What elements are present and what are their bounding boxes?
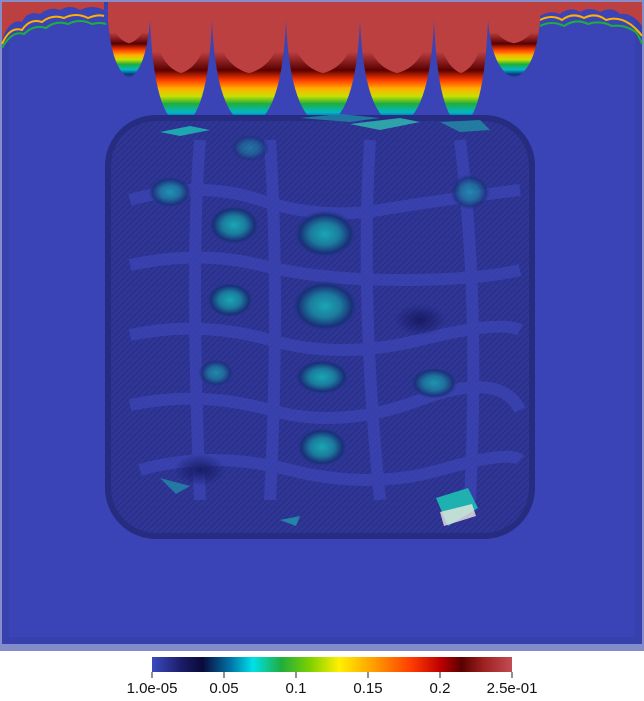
boundary-lobe-core bbox=[437, 2, 485, 74]
blob bbox=[293, 210, 357, 258]
blob bbox=[450, 174, 490, 210]
mesh-artifacts bbox=[160, 114, 490, 526]
blob bbox=[174, 454, 226, 486]
colorbar-ticks bbox=[151, 672, 513, 678]
blob bbox=[410, 367, 458, 399]
blob bbox=[230, 134, 270, 162]
blob bbox=[296, 427, 348, 467]
top-boundary-band bbox=[1, 2, 643, 49]
boundary-lobe-core bbox=[491, 2, 537, 44]
boundary-lobe-core bbox=[215, 2, 283, 74]
boundary-lobe-core bbox=[363, 2, 431, 74]
blob bbox=[148, 176, 192, 208]
blob bbox=[291, 280, 359, 332]
blob bbox=[394, 304, 446, 336]
boundary-lobe-core bbox=[289, 2, 357, 74]
boundary-lobe-core bbox=[153, 2, 209, 74]
blob bbox=[198, 359, 234, 387]
blob bbox=[208, 205, 260, 245]
blob bbox=[294, 359, 350, 395]
boundary-lobes bbox=[108, 2, 540, 126]
field-blobs bbox=[148, 134, 490, 486]
blob bbox=[206, 282, 254, 318]
colorbar bbox=[152, 657, 512, 672]
boundary-lobe-core bbox=[111, 2, 147, 44]
boundary-lobe-left-small bbox=[2, 2, 104, 40]
